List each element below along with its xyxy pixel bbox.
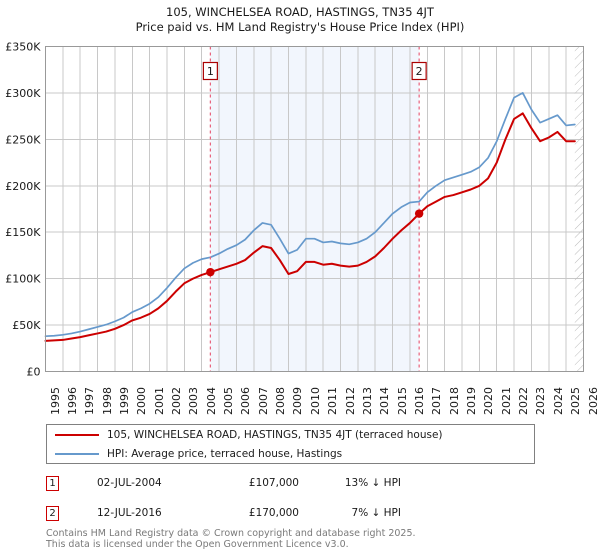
sale-hpi-delta: 13% ↓ HPI bbox=[344, 477, 401, 489]
legend-label-price-paid: 105, WINCHELSEA ROAD, HASTINGS, TN35 4JT… bbox=[107, 428, 443, 441]
price-history-chart: £0 £50K £100K £150K £200K £250K £300K £350K 1 2 bbox=[0, 40, 600, 380]
svg-text:£0: £0 bbox=[27, 366, 41, 379]
sale-marker-badge: 2 bbox=[46, 506, 59, 521]
page-subtitle: Price paid vs. HM Land Registry's House … bbox=[135, 20, 465, 34]
x-axis-tick-label: 2005 bbox=[222, 387, 236, 415]
svg-text:£150K: £150K bbox=[5, 226, 41, 239]
svg-text:£50K: £50K bbox=[12, 319, 41, 332]
page-title: 105, WINCHELSEA ROAD, HASTINGS, TN35 4JT bbox=[166, 5, 434, 19]
x-axis-tick-label: 2013 bbox=[360, 387, 374, 415]
x-axis-tick-label: 2014 bbox=[378, 387, 392, 415]
svg-text:£200K: £200K bbox=[5, 180, 41, 193]
legend-label-hpi: HPI: Average price, terraced house, Hast… bbox=[107, 447, 343, 460]
svg-text:£350K: £350K bbox=[5, 41, 41, 54]
svg-text:1: 1 bbox=[207, 65, 214, 78]
x-axis-tick-label: 2020 bbox=[482, 387, 496, 415]
x-axis-tick-label: 2012 bbox=[343, 387, 357, 415]
sale-marker-badge-box bbox=[202, 61, 218, 81]
x-axis-tick-label: 2023 bbox=[534, 387, 548, 415]
x-axis-tick-label: 2016 bbox=[412, 387, 426, 415]
x-axis-tick-label: 2008 bbox=[274, 387, 288, 415]
x-axis-tick-label: 2017 bbox=[430, 387, 444, 415]
no-data-hatch bbox=[574, 46, 584, 372]
sale-marker-badge-box bbox=[411, 61, 427, 81]
attribution-footer: Contains HM Land Registry data © Crown c… bbox=[46, 528, 566, 550]
sale-marker-dot bbox=[414, 209, 424, 218]
sale-date: 12-JUL-2016 bbox=[97, 507, 162, 519]
legend-item-hpi: HPI: Average price, terraced house, Hast… bbox=[47, 444, 534, 463]
svg-text:£300K: £300K bbox=[5, 87, 41, 100]
x-axis-tick-label: 2021 bbox=[499, 387, 513, 415]
x-axis-tick-label: 1998 bbox=[100, 387, 114, 415]
legend-color-swatch-price-paid bbox=[55, 433, 99, 436]
sale-marker-badge: 1 bbox=[46, 476, 59, 491]
series-line-price-paid bbox=[44, 112, 576, 342]
x-axis-tick-label: 2003 bbox=[187, 387, 201, 415]
x-axis-tick-label: 2015 bbox=[395, 387, 409, 415]
x-axis-tick-label: 1999 bbox=[117, 387, 131, 415]
sale-price: £170,000 bbox=[248, 507, 299, 519]
sale-row[interactable]: 2 12-JUL-2016 £170,000 7% ↓ HPI bbox=[46, 506, 446, 522]
sale-price: £107,000 bbox=[248, 477, 299, 489]
sale-marker-dot bbox=[206, 267, 215, 277]
x-axis-tick-label: 2001 bbox=[152, 387, 166, 415]
svg-text:2: 2 bbox=[416, 65, 423, 78]
sale-row[interactable]: 1 02-JUL-2004 £107,000 13% ↓ HPI bbox=[46, 476, 446, 492]
series-line-hpi bbox=[44, 92, 576, 338]
x-axis-tick-label: 2004 bbox=[204, 387, 218, 415]
x-axis-tick-label: 2022 bbox=[517, 387, 531, 415]
copyright-line: Contains HM Land Registry data © Crown c… bbox=[46, 528, 416, 539]
x-axis-tick-label: 2000 bbox=[135, 387, 149, 415]
svg-text:£100K: £100K bbox=[5, 273, 41, 286]
svg-text:£250K: £250K bbox=[5, 133, 41, 146]
x-axis-tick-label: 1996 bbox=[65, 387, 79, 415]
x-axis-tick-label: 2009 bbox=[291, 387, 305, 415]
chart-header: 105, WINCHELSEA ROAD, HASTINGS, TN35 4JT… bbox=[0, 0, 600, 35]
legend-item-price-paid: 105, WINCHELSEA ROAD, HASTINGS, TN35 4JT… bbox=[47, 425, 534, 444]
sale-date: 02-JUL-2004 bbox=[97, 477, 162, 489]
x-axis-tick-label: 2018 bbox=[447, 387, 461, 415]
x-axis-tick-label: 2019 bbox=[465, 387, 479, 415]
x-axis-tick-label: 2011 bbox=[326, 387, 340, 415]
x-axis-tick-label: 1997 bbox=[83, 387, 97, 415]
x-axis-tick-label: 2007 bbox=[256, 387, 270, 415]
sale-hpi-delta: 7% ↓ HPI bbox=[351, 507, 401, 519]
ownership-span-highlight bbox=[210, 46, 420, 372]
licence-line: This data is licensed under the Open Gov… bbox=[46, 539, 349, 550]
x-axis-tick-label: 2006 bbox=[239, 387, 253, 415]
x-axis-tick-label: 1995 bbox=[48, 387, 62, 415]
x-axis-tick-label: 2010 bbox=[308, 387, 322, 415]
x-axis-tick-label: 2025 bbox=[569, 387, 583, 415]
chart-canvas: £0 £50K £100K £150K £200K £250K £300K £350K 1 2 bbox=[5, 41, 584, 379]
legend-color-swatch-hpi bbox=[55, 452, 99, 455]
x-axis-tick-labels: 1995 1996 1997 1998 1999 2000 2001 2002 2003 2004… bbox=[0, 371, 600, 419]
x-axis-tick-label: 2002 bbox=[169, 387, 183, 415]
chart-legend: 105, WINCHELSEA ROAD, HASTINGS, TN35 4JT… bbox=[46, 424, 535, 464]
x-axis-tick-label: 2026 bbox=[586, 387, 600, 415]
x-axis-tick-label: 2024 bbox=[551, 387, 565, 415]
